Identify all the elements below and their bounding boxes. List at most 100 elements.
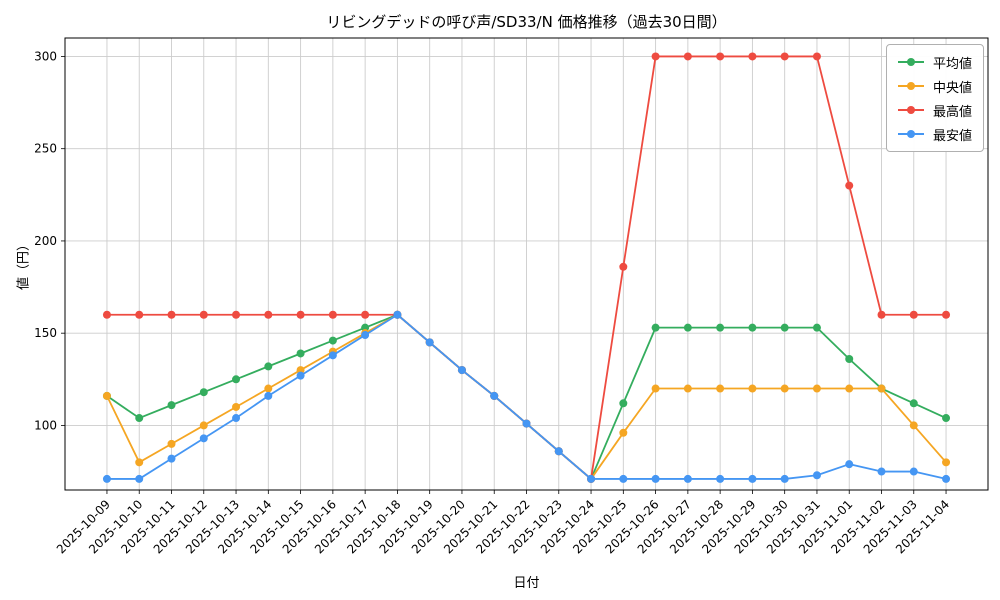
data-point [748,323,757,332]
data-point [909,421,918,430]
data-point [232,414,241,423]
data-point [716,384,725,393]
legend-marker-average [897,57,924,67]
legend: 平均値 中央値 最高値 最安値 [885,44,984,152]
data-point [942,310,951,319]
data-point [264,310,273,319]
data-point [845,384,854,393]
gridlines [65,38,988,490]
data-point [619,428,628,437]
data-point [393,310,402,319]
legend-marker-median [897,81,924,91]
data-point [587,474,596,483]
data-point [361,331,370,340]
y-tick-label: 100 [34,418,57,432]
data-point [909,467,918,476]
data-point [909,310,918,319]
data-point [296,349,305,358]
data-point [748,474,757,483]
data-point [683,474,692,483]
data-point [942,414,951,423]
data-point [845,181,854,190]
data-point [651,323,660,332]
data-point [942,458,951,467]
y-tick-label: 250 [34,142,57,156]
data-point [135,310,144,319]
data-point [780,52,789,61]
data-point [135,474,144,483]
legend-marker-min [897,129,924,139]
data-point [490,391,499,400]
data-point [683,323,692,332]
data-point [167,401,176,410]
data-point [909,399,918,408]
data-point [135,458,144,467]
legend-item-min: 最安値 [897,124,972,144]
y-tick-label: 150 [34,326,57,340]
data-point [683,384,692,393]
data-point [199,310,208,319]
data-point [167,454,176,463]
data-point [748,52,757,61]
data-point [619,474,628,483]
data-point [651,52,660,61]
data-point [361,323,370,332]
data-point [296,310,305,319]
data-point [812,323,821,332]
data-point [425,338,434,347]
data-point [651,474,660,483]
data-point [199,388,208,397]
data-point [812,384,821,393]
data-point [167,439,176,448]
data-point [296,366,305,375]
data-point [135,414,144,423]
legend-item-median: 中央値 [897,76,972,96]
data-point [877,310,886,319]
data-point [264,362,273,371]
chart-title: リビングデッドの呼び声/SD33/N 価格推移（過去30日間） [326,13,727,31]
data-point [167,310,176,319]
data-point [328,310,337,319]
data-point [877,467,886,476]
data-point [328,351,337,360]
series-3 [102,310,951,483]
data-point [748,384,757,393]
data-point [522,419,531,428]
data-point [102,474,111,483]
data-point [812,52,821,61]
legend-item-max: 最高値 [897,100,972,120]
data-point [683,52,692,61]
data-point [232,402,241,411]
data-point [780,323,789,332]
data-point [102,391,111,400]
data-point [780,384,789,393]
tick-marks [61,56,947,494]
data-point [296,371,305,380]
data-point [619,262,628,271]
data-point [877,384,886,393]
data-point [716,323,725,332]
data-point [264,391,273,400]
data-point [845,460,854,469]
data-point [232,375,241,384]
legend-item-average: 平均値 [897,52,972,72]
legend-label-min: 最安値 [932,128,972,144]
data-point [102,310,111,319]
data-point [328,336,337,345]
legend-marker-max [897,105,924,115]
y-tick-label: 200 [34,234,57,248]
series-2 [102,52,951,483]
legend-label-median: 中央値 [932,80,972,96]
data-point [780,474,789,483]
y-tick-label: 300 [34,49,57,63]
legend-label-max: 最高値 [932,104,972,120]
data-point [457,366,466,375]
data-point [199,434,208,443]
data-point [264,384,273,393]
data-point [199,421,208,430]
x-axis-label: 日付 [513,576,540,591]
data-point [361,310,370,319]
legend-label-average: 平均値 [932,56,972,72]
data-point [845,355,854,364]
